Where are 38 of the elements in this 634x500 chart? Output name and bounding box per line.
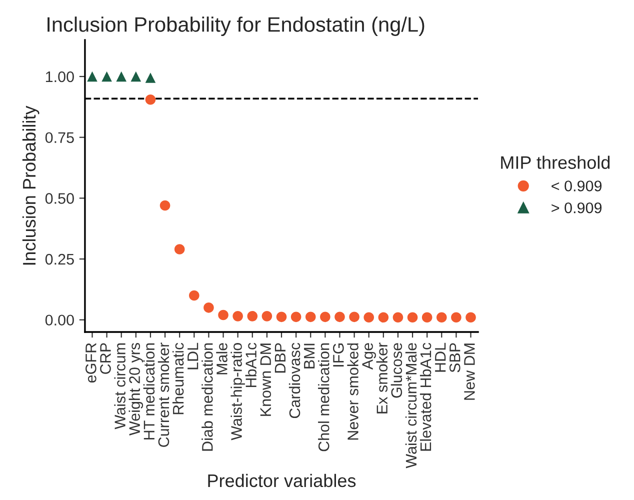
x-tick-label: Glucose <box>390 343 402 398</box>
x-tick-label: CRP <box>100 343 111 374</box>
x-tick-label: Waist circum <box>114 343 126 430</box>
y-tick-label: 0.25 <box>45 254 74 265</box>
y-tick-label: 0.00 <box>45 314 74 326</box>
x-tick-label: Waist circum*Male <box>405 343 417 468</box>
x-tick-label: LDL <box>188 342 198 370</box>
x-tick-label: Waist-hip-ratio <box>230 343 245 440</box>
y-tick-label: 0.50 <box>45 193 74 204</box>
x-tick-label: Cardiovasc <box>288 342 300 418</box>
x-tick-label: Current smoker <box>158 342 170 447</box>
x-axis-title: Predictor variables <box>208 474 356 488</box>
x-tick-label: DBP <box>274 343 286 373</box>
x-tick-label: Elevated HbA1c <box>420 342 432 451</box>
x-tick-label: Weight 20 yrs <box>128 342 144 436</box>
chart-title: Inclusion Probability for Endostatin (ng/L) <box>48 16 424 36</box>
x-tick-label: Known DM <box>260 344 272 416</box>
legend-title: MIP threshold <box>501 156 610 169</box>
x-tick-label: HT medication <box>143 343 155 440</box>
y-tick-label: 1.00 <box>46 71 74 82</box>
legend-label: > 0.909 <box>552 202 602 214</box>
x-tick-label: Diab medication <box>202 343 213 451</box>
x-tick-label: Age <box>362 343 376 370</box>
x-tick-label: BMI <box>304 344 315 368</box>
x-tick-label: HDL <box>435 342 446 372</box>
x-tick-label: IFG <box>333 344 344 366</box>
x-tick-label: Male <box>216 343 228 374</box>
y-axis-title: Inclusion Probability <box>22 106 40 265</box>
x-tick-label: New DM <box>464 344 475 400</box>
y-tick-label: 0.75 <box>45 132 74 144</box>
x-tick-label: eGFR <box>86 343 96 383</box>
x-tick-label: Rheumatic <box>172 342 184 414</box>
x-tick-label: Never smoked <box>347 343 358 440</box>
x-tick-label: HbA1c <box>245 342 256 388</box>
x-tick-label: Ex smoker <box>376 342 388 414</box>
x-tick-label: Chol medication <box>318 343 330 452</box>
x-tick-label: SBP <box>449 343 460 372</box>
legend-label: < 0.909 <box>552 180 602 192</box>
